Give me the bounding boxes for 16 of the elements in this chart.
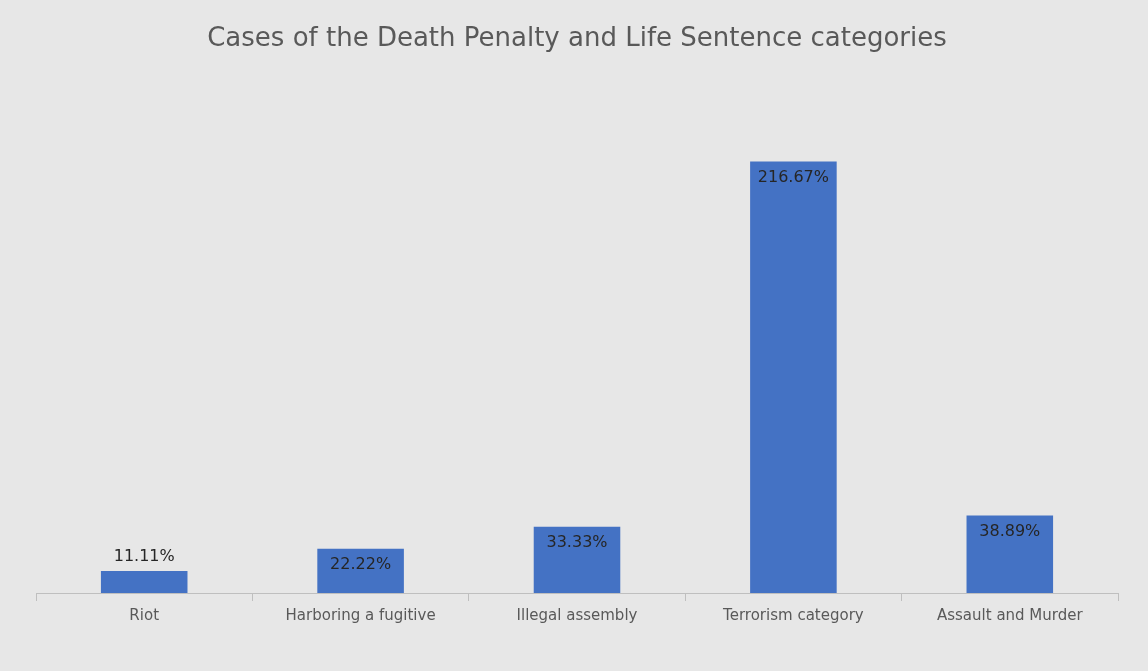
x-tick-label: Terrorism category — [722, 605, 864, 624]
x-tick-label: Assault and Murder — [936, 605, 1084, 624]
bar — [100, 570, 188, 593]
bar — [533, 526, 621, 593]
x-tick-label: Harboring a fugitive — [285, 605, 436, 624]
data-label: 11.11% — [113, 546, 175, 566]
bar — [966, 515, 1054, 593]
data-label: 22.22% — [330, 553, 392, 573]
data-label: 216.67% — [757, 166, 829, 186]
data-label: 38.89% — [979, 520, 1041, 540]
x-tick-label: Riot — [129, 605, 160, 624]
chart-title: Cases of the Death Penalty and Life Sentence categories — [207, 22, 947, 53]
data-label: 33.33% — [546, 531, 608, 551]
x-tick-label: Illegal assembly — [516, 605, 638, 624]
bar — [317, 548, 404, 593]
bar — [750, 161, 837, 593]
